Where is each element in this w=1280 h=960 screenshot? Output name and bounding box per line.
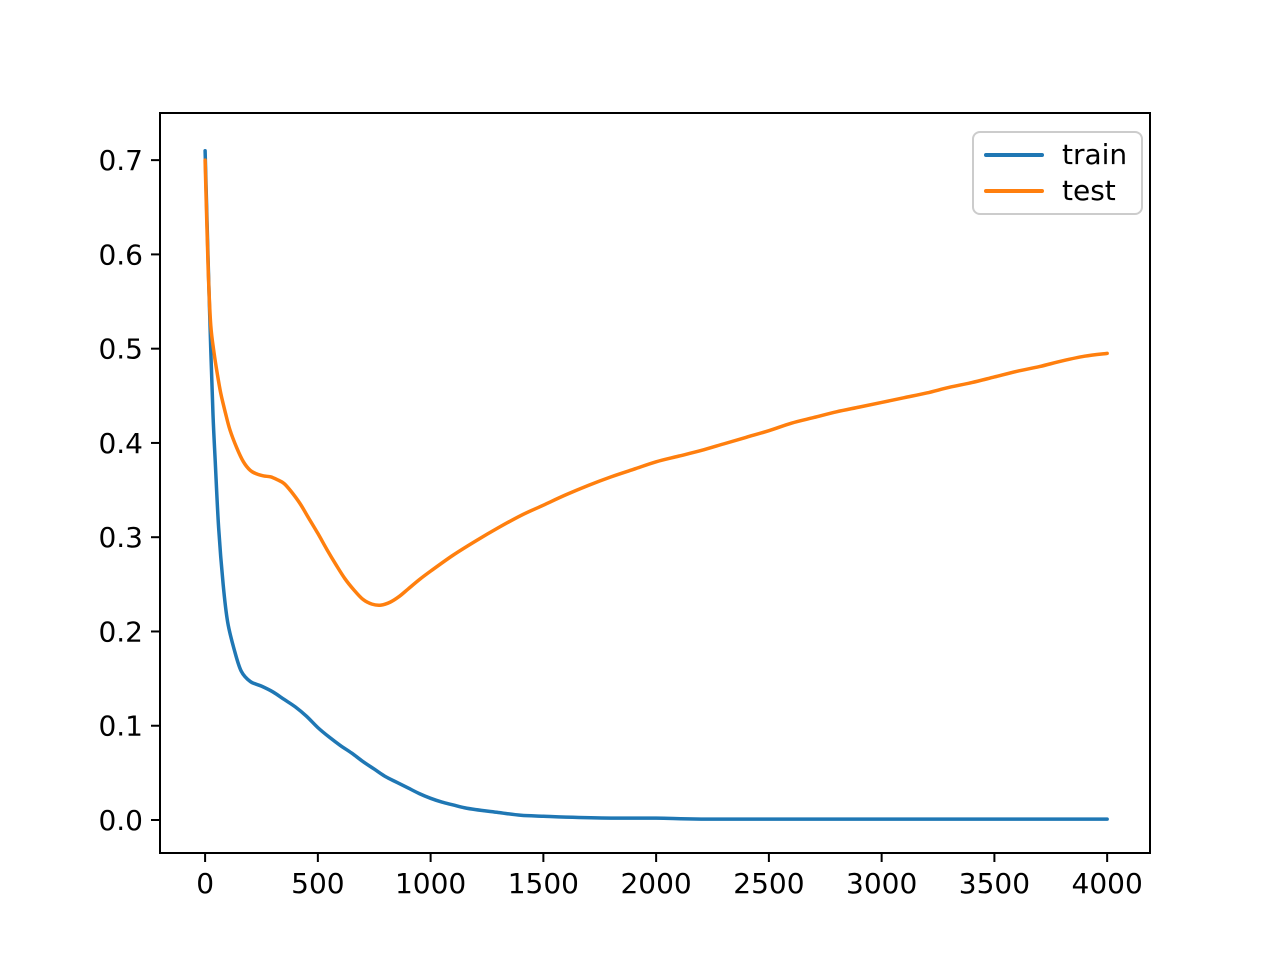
x-tick-label: 0 (196, 867, 214, 900)
y-tick-label: 0.4 (98, 427, 143, 460)
x-tick-label: 2000 (620, 867, 691, 900)
y-tick-label: 0.7 (98, 144, 143, 177)
legend: train test (972, 131, 1143, 215)
legend-entry-test: test (984, 174, 1131, 208)
x-tick-label: 3500 (959, 867, 1030, 900)
y-tick-label: 0.2 (98, 615, 143, 648)
x-tick-label: 1000 (395, 867, 466, 900)
y-tick-label: 0.5 (98, 333, 143, 366)
y-tick-label: 0.6 (98, 238, 143, 271)
y-tick-label: 0.0 (98, 804, 143, 837)
plot-frame (159, 112, 1151, 854)
x-tick-label: 500 (291, 867, 344, 900)
x-tick-label: 3000 (846, 867, 917, 900)
y-tick-label: 0.1 (98, 710, 143, 743)
y-tick-label: 0.3 (98, 521, 143, 554)
legend-label-test: test (1062, 173, 1116, 207)
x-tick-label: 2500 (733, 867, 804, 900)
x-tick-label: 4000 (1072, 867, 1143, 900)
test-line (203, 158, 1109, 607)
legend-entry-train: train (984, 138, 1131, 172)
x-tick-label: 1500 (508, 867, 579, 900)
test-line-swatch (984, 188, 1044, 193)
train-line (203, 148, 1109, 821)
legend-label-train: train (1062, 138, 1128, 172)
train-line-swatch (984, 153, 1044, 158)
